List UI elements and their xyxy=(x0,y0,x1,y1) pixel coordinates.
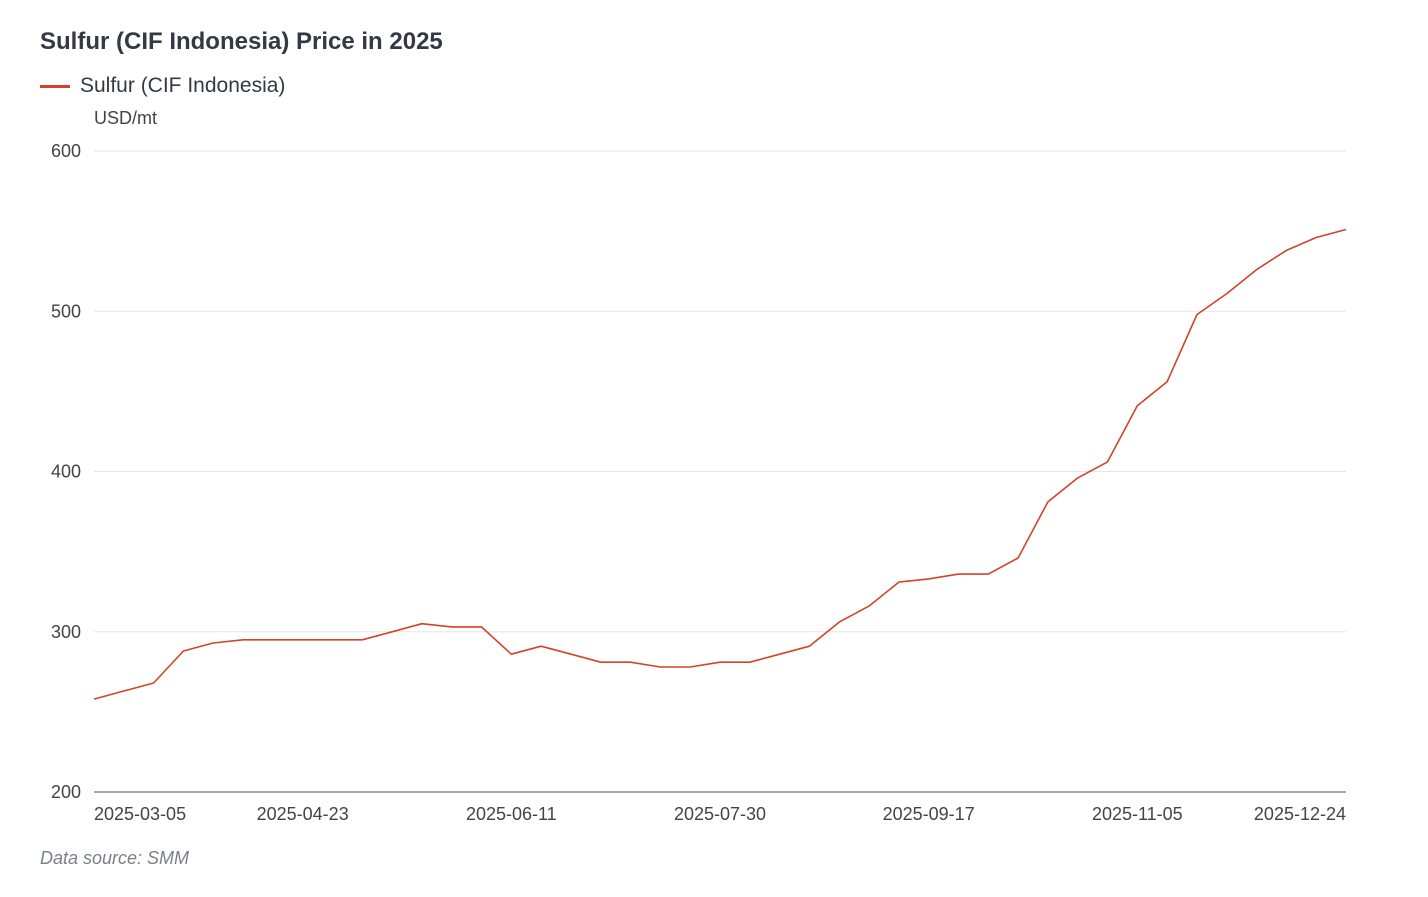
x-tick-label: 2025-11-05 xyxy=(1092,804,1183,824)
data-point[interactable] xyxy=(1224,291,1230,297)
data-point[interactable] xyxy=(389,629,395,635)
x-tick-label: 2025-07-30 xyxy=(674,804,766,824)
data-point[interactable] xyxy=(210,640,216,646)
data-point[interactable] xyxy=(419,621,425,627)
data-point[interactable] xyxy=(985,571,991,577)
data-point[interactable] xyxy=(1015,555,1021,561)
y-tick-label: 400 xyxy=(51,462,81,482)
series-line[interactable] xyxy=(93,228,1347,700)
data-point[interactable] xyxy=(270,637,276,643)
x-tick-label: 2025-03-05 xyxy=(94,804,186,824)
grid-lines xyxy=(94,150,1346,633)
data-point[interactable] xyxy=(449,624,455,630)
x-tick-label: 2025-12-24 xyxy=(1254,804,1346,824)
y-tick-label: 300 xyxy=(51,622,81,642)
data-point[interactable] xyxy=(657,664,663,670)
x-tick-label: 2025-09-17 xyxy=(883,804,975,824)
data-point[interactable] xyxy=(896,579,902,585)
data-point[interactable] xyxy=(717,659,723,665)
y-tick-label: 500 xyxy=(51,301,81,321)
data-point[interactable] xyxy=(91,696,97,702)
data-point[interactable] xyxy=(1134,403,1140,409)
data-point[interactable] xyxy=(1283,247,1289,253)
data-point[interactable] xyxy=(777,651,783,657)
legend-label: Sulfur (CIF Indonesia) xyxy=(80,74,286,97)
data-point[interactable] xyxy=(329,637,335,643)
data-point[interactable] xyxy=(151,680,157,686)
data-point[interactable] xyxy=(1254,267,1260,273)
data-point[interactable] xyxy=(1105,459,1111,465)
data-point[interactable] xyxy=(836,619,842,625)
data-point[interactable] xyxy=(359,637,365,643)
data-point[interactable] xyxy=(479,624,485,630)
x-axis: 2025-03-05 2025-04-23 2025-06-11 2025-07-30… xyxy=(94,791,1346,824)
y-tick-label: 600 xyxy=(51,141,81,161)
data-point[interactable] xyxy=(1313,235,1319,241)
data-point[interactable] xyxy=(538,643,544,649)
data-point[interactable] xyxy=(866,603,872,609)
data-point[interactable] xyxy=(1343,227,1349,233)
legend[interactable]: Sulfur (CIF Indonesia) xyxy=(40,74,285,98)
y-axis-unit: USD/mt xyxy=(94,108,157,128)
data-point[interactable] xyxy=(747,659,753,665)
data-point[interactable] xyxy=(1194,311,1200,317)
data-point[interactable] xyxy=(926,576,932,582)
data-point[interactable] xyxy=(687,664,693,670)
data-point[interactable] xyxy=(180,648,186,654)
series-group xyxy=(91,227,1349,702)
data-point[interactable] xyxy=(628,659,634,665)
y-tick-label: 200 xyxy=(51,782,81,802)
data-point[interactable] xyxy=(121,688,127,694)
data-point[interactable] xyxy=(1045,499,1051,505)
y-axis-ticks: 600 500 400 300 200 xyxy=(51,141,81,802)
data-point[interactable] xyxy=(1164,379,1170,385)
data-source: Data source: SMM xyxy=(40,848,190,868)
data-point[interactable] xyxy=(300,637,306,643)
x-tick-label: 2025-04-23 xyxy=(257,804,349,824)
data-point[interactable] xyxy=(568,651,574,657)
data-point[interactable] xyxy=(1075,475,1081,481)
data-point[interactable] xyxy=(806,643,812,649)
x-tick-label: 2025-06-11 xyxy=(466,804,557,824)
legend-swatch xyxy=(40,84,70,88)
data-point[interactable] xyxy=(508,651,514,657)
data-point[interactable] xyxy=(240,637,246,643)
data-point[interactable] xyxy=(598,659,604,665)
data-point[interactable] xyxy=(955,571,961,577)
chart-title: Sulfur (CIF Indonesia) Price in 2025 xyxy=(40,28,443,55)
